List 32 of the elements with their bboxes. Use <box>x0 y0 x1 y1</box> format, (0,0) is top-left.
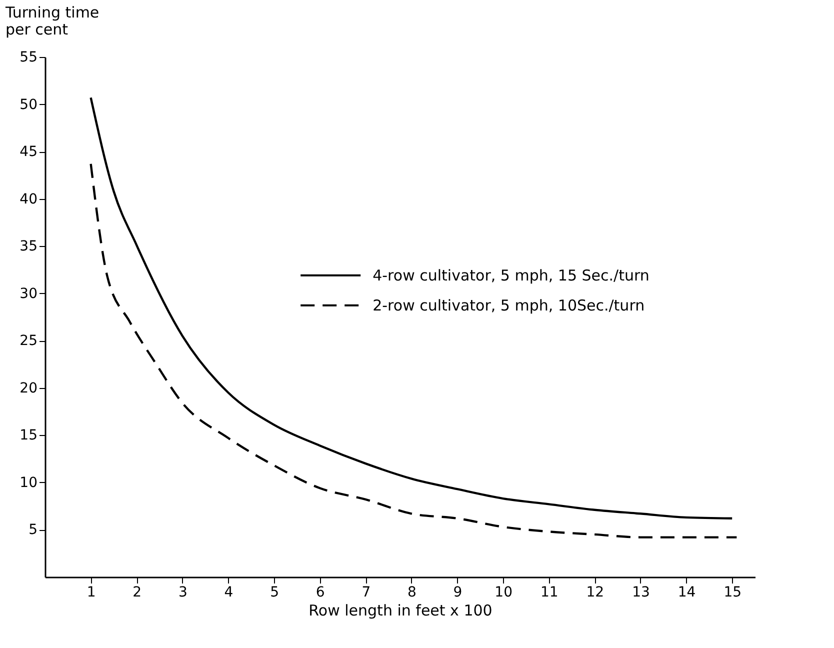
x-tick-label: 10 <box>494 584 512 600</box>
x-tick-label: 13 <box>632 584 650 600</box>
x-tick-label: 4 <box>224 584 234 600</box>
x-tick-label: 8 <box>407 584 416 600</box>
legend-label: 4-row cultivator, 5 mph, 15 Sec./turn <box>372 266 650 284</box>
x-tick-label: 15 <box>724 584 742 600</box>
x-tick-label: 1 <box>86 584 96 600</box>
y-tick-label: 50 <box>20 96 38 113</box>
legend-label: 2-row cultivator, 5 mph, 10Sec./turn <box>372 296 645 314</box>
line-series <box>90 96 734 520</box>
y-tick-label: 5 <box>28 522 38 538</box>
x-tick-label: 7 <box>362 584 371 600</box>
y-tick-label: 35 <box>20 238 38 255</box>
x-tick-label: 9 <box>453 584 462 600</box>
x-tick-label: 6 <box>316 584 325 600</box>
line-series <box>90 162 738 538</box>
y-tick-label: 30 <box>20 286 38 302</box>
y-tick-label: 25 <box>20 333 38 350</box>
x-tick-label: 2 <box>132 584 142 600</box>
y-axis-title: Turning time per cent <box>4 4 100 38</box>
y-tick-label: 20 <box>20 380 38 396</box>
y-tick-label: 10 <box>20 474 38 491</box>
y-tick-label: 15 <box>20 428 38 444</box>
x-axis-title: Row length in feet x 100 <box>308 602 492 620</box>
y-tick-label: 45 <box>20 144 38 160</box>
x-tick-label: 14 <box>678 584 696 600</box>
x-tick-label: 12 <box>586 584 604 600</box>
x-tick-label: 11 <box>540 584 558 600</box>
x-tick-label: 3 <box>178 584 188 600</box>
x-tick-label: 5 <box>270 584 279 600</box>
y-tick-label: 55 <box>20 50 38 66</box>
y-tick-label: 40 <box>20 191 38 208</box>
